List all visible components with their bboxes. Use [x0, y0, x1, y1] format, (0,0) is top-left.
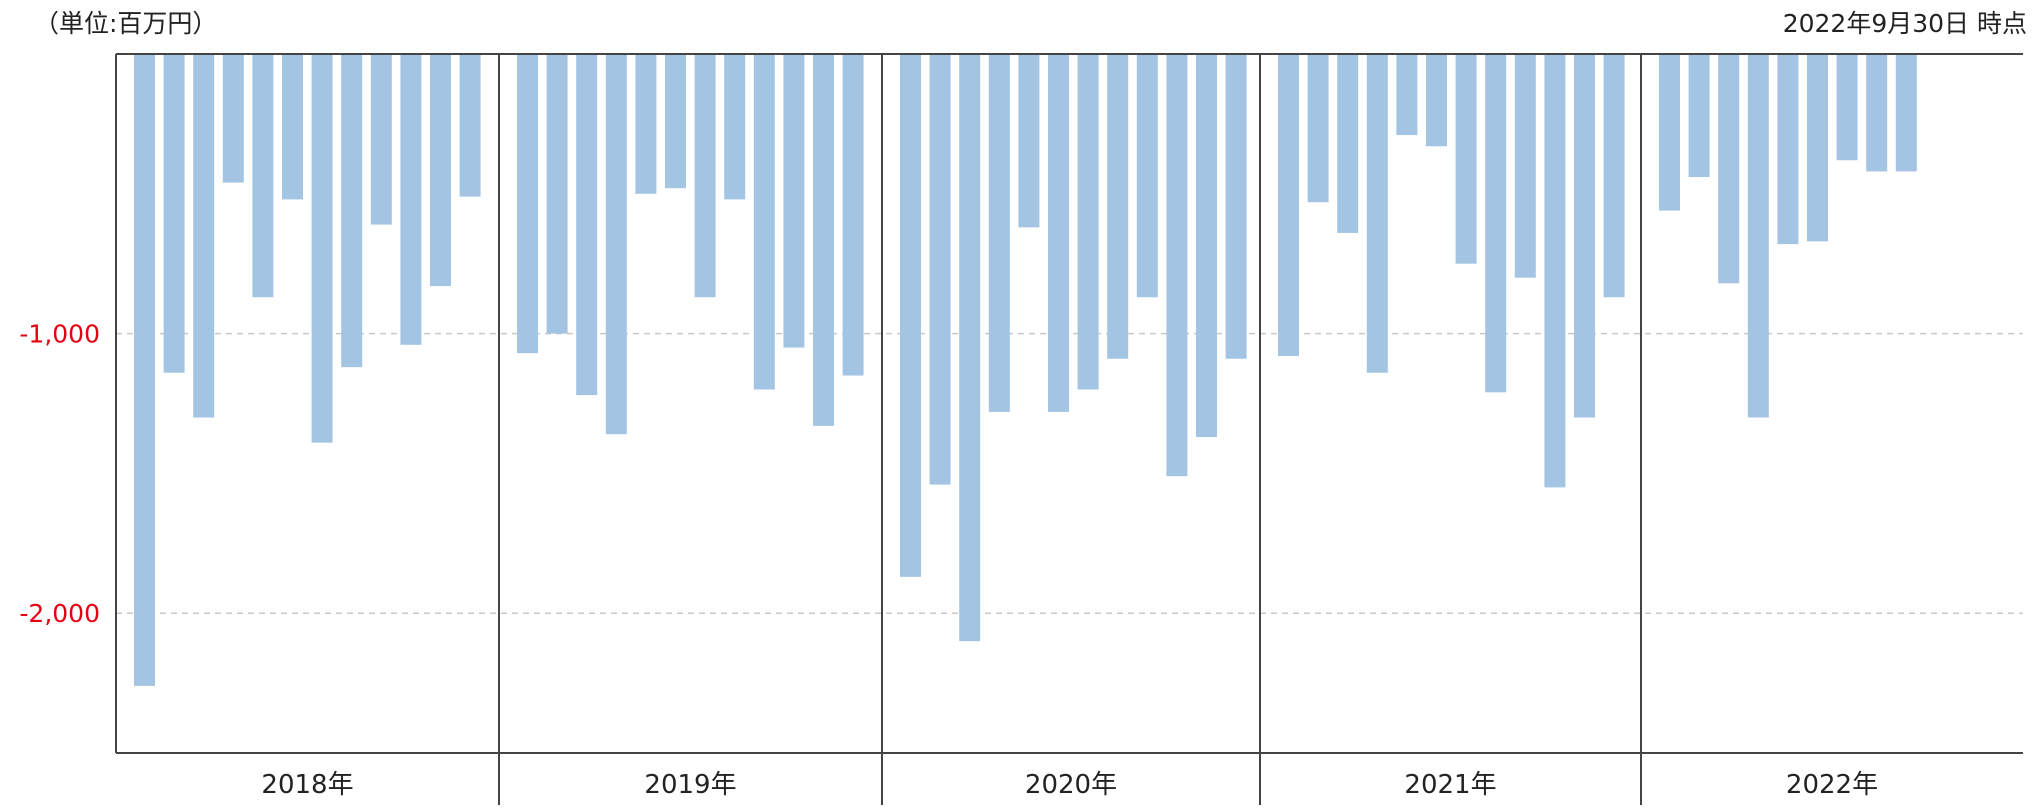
bar [1396, 54, 1418, 136]
x-category-label: 2021年 [1404, 770, 1496, 800]
grid-layer [116, 332, 2023, 614]
bar [1718, 54, 1740, 284]
bar [193, 54, 215, 418]
bar [459, 54, 481, 197]
bar [1307, 54, 1329, 203]
bar [163, 54, 185, 373]
bar [842, 54, 864, 376]
bar [222, 54, 244, 183]
bar [1603, 54, 1625, 298]
bar [370, 54, 392, 225]
bar [1544, 54, 1566, 488]
bar [252, 54, 274, 298]
y-tick-label: -2,000 [19, 599, 100, 628]
bar-layer [134, 54, 1917, 686]
bar [1136, 54, 1158, 298]
bar [1018, 54, 1040, 228]
bar [311, 54, 333, 443]
bar [1107, 54, 1129, 359]
bar [1077, 54, 1099, 390]
bar [665, 54, 686, 189]
unit-label: （単位:百万円） [34, 9, 218, 38]
bar [1196, 54, 1217, 438]
bar [400, 54, 422, 345]
bar [134, 54, 155, 686]
bar [605, 54, 627, 435]
bar [1747, 54, 1769, 418]
bar [988, 54, 1010, 412]
x-category-label: 2020年 [1025, 770, 1117, 800]
bar [1225, 54, 1247, 359]
x-category-label: 2022年 [1786, 770, 1878, 800]
bar [1807, 54, 1828, 242]
bar [1866, 54, 1888, 172]
bar [1895, 54, 1917, 172]
bar [1659, 54, 1680, 211]
bar [1426, 54, 1447, 147]
bar [753, 54, 775, 390]
bar [1485, 54, 1507, 393]
bar [813, 54, 834, 426]
bar [1337, 54, 1359, 233]
bar [724, 54, 746, 200]
bar [1366, 54, 1388, 373]
bar [1836, 54, 1858, 161]
bar [1278, 54, 1299, 356]
bar [1574, 54, 1595, 418]
bar [1777, 54, 1799, 245]
y-tick-label: -1,000 [19, 320, 100, 349]
bar [929, 54, 951, 485]
as-of-date-label: 2022年9月30日 時点 [1782, 9, 2027, 38]
x-category-label: 2018年 [261, 770, 353, 800]
bar [546, 54, 568, 334]
bar [959, 54, 981, 642]
bar [430, 54, 451, 287]
bar [517, 54, 538, 354]
bar [576, 54, 598, 396]
bar [1514, 54, 1536, 278]
axis-layer [115, 53, 2023, 805]
bar [635, 54, 657, 194]
bar [900, 54, 921, 577]
x-category-label: 2019年 [644, 770, 736, 800]
bar [1455, 54, 1477, 264]
bar [1688, 54, 1710, 178]
bar [1048, 54, 1069, 412]
label-layer: -1,000 -2,000 2018年 2019年 2020年 2021年 2022年 [19, 320, 1878, 800]
bar [1166, 54, 1188, 477]
bar [694, 54, 716, 298]
bar [282, 54, 303, 200]
bar [783, 54, 805, 348]
bar [341, 54, 363, 368]
